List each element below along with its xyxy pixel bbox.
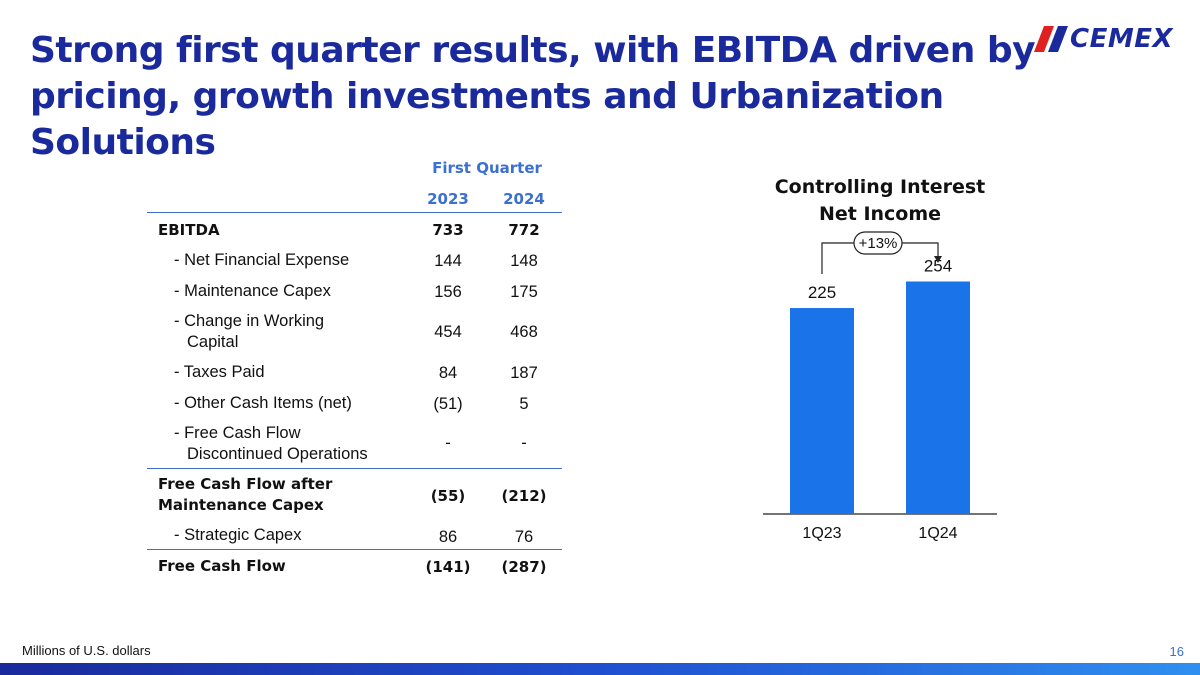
cell-change-working-capital-2024: 468 (510, 323, 538, 341)
cell-ebitda-2024: 772 (508, 221, 540, 239)
cell-fcf-after-maintenance-2024: (212) (501, 487, 547, 505)
cell-net-financial-expense-2024: 148 (510, 252, 538, 270)
cemex-logo: CEMEX (1032, 24, 1188, 54)
row-label-fcf-after-maintenance: Free Cash Flow after (158, 475, 333, 493)
growth-badge (853, 231, 903, 255)
data-label-1q23: 225 (808, 283, 836, 302)
chart-title-line2: Net Income (818, 203, 942, 225)
subtotal-divider (147, 468, 562, 469)
cell-fcf-after-maintenance-2023: (55) (430, 487, 466, 505)
cell-other-cash-items-2023: (51) (433, 395, 463, 413)
cell-maintenance-capex-2024: 175 (510, 283, 538, 301)
x-tick-label-1q24: 1Q24 (918, 525, 957, 542)
x-tick-label-1q23: 1Q23 (802, 525, 841, 542)
cell-free-cash-flow-2023: (141) (425, 558, 471, 576)
table-group-header: First Quarter (432, 159, 542, 177)
row-label-maintenance-capex: - Maintenance Capex (174, 282, 331, 300)
row-label-ebitda: EBITDA (158, 221, 220, 239)
logo-wordmark: CEMEX (1070, 24, 1174, 54)
row-label-fcf-after-maintenance-line2: Maintenance Capex (158, 496, 324, 514)
growth-badge-label: +13% (859, 235, 898, 252)
chart-title: Controlling Interest Net Income (760, 174, 1000, 228)
cell-taxes-paid-2024: 187 (510, 364, 538, 382)
cell-net-financial-expense-2023: 144 (434, 252, 462, 270)
row-label-strategic-capex: - Strategic Capex (174, 526, 302, 544)
row-label-fcf-discontinued: - Free Cash Flow (174, 424, 301, 442)
header-divider (147, 212, 562, 213)
page-title: Strong first quarter results, with EBITD… (30, 30, 1036, 163)
cell-other-cash-items-2024: 5 (519, 395, 529, 413)
cell-fcf-discontinued-2024: - (521, 434, 527, 452)
cell-ebitda-2023: 733 (432, 221, 464, 239)
cemex-logo-icon (1034, 26, 1068, 52)
row-label-fcf-discontinued-line2: Discontinued Operations (187, 445, 368, 463)
bar-1q23 (790, 308, 854, 514)
cell-change-working-capital-2023: 454 (434, 323, 462, 341)
total-divider (147, 549, 562, 550)
cell-maintenance-capex-2023: 156 (434, 283, 462, 301)
cell-fcf-discontinued-2023: - (445, 434, 451, 452)
cell-taxes-paid-2023: 84 (438, 364, 458, 382)
page-number: 16 (1169, 644, 1184, 659)
row-label-taxes-paid: - Taxes Paid (174, 363, 265, 381)
row-label-change-working-capital: - Change in Working (174, 312, 325, 330)
data-label-1q24: 254 (924, 256, 952, 275)
units-note: Millions of U.S. dollars (22, 643, 151, 658)
bottom-accent-bar (0, 663, 1200, 675)
column-header-2023: 2023 (427, 190, 469, 208)
row-label-net-financial-expense: - Net Financial Expense (174, 251, 350, 269)
cell-strategic-capex-2023: 86 (438, 528, 458, 546)
row-label-free-cash-flow: Free Cash Flow (158, 557, 286, 575)
cell-strategic-capex-2024: 76 (514, 528, 534, 546)
column-header-2024: 2024 (503, 190, 545, 208)
row-label-other-cash-items: - Other Cash Items (net) (174, 394, 352, 412)
row-label-change-working-capital-line2: Capital (187, 333, 239, 351)
arrow-down-icon (934, 256, 942, 263)
chart-title-line1: Controlling Interest (774, 176, 986, 198)
cell-free-cash-flow-2024: (287) (501, 558, 547, 576)
bar-1q24 (906, 281, 970, 514)
